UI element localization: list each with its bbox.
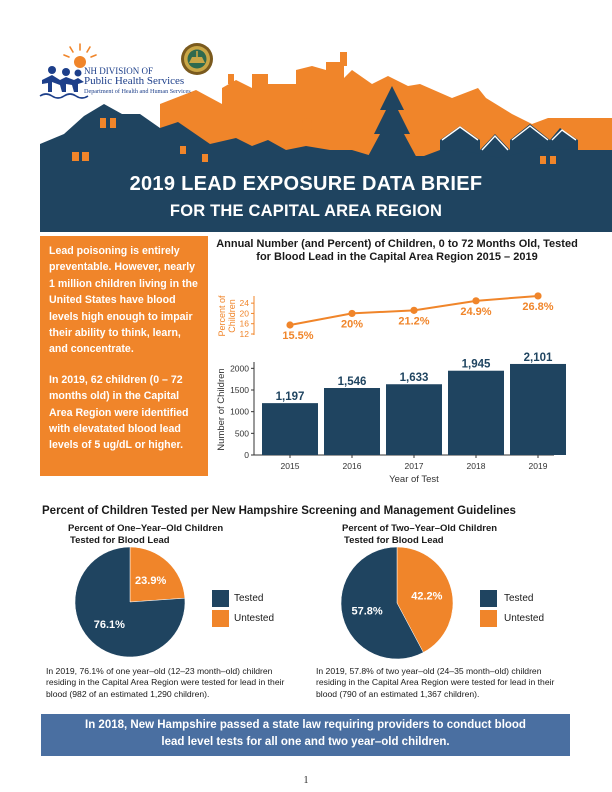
line-y-tick-label: 24 bbox=[240, 298, 250, 308]
one-year-pie-title-line-1: Percent of One–Year–Old Children bbox=[68, 523, 224, 534]
main-banner-shape bbox=[40, 104, 570, 232]
page-subtitle: FOR THE CAPITAL AREA REGION bbox=[169, 202, 443, 220]
bar bbox=[510, 363, 566, 455]
pie-slice-label: 23.9% bbox=[135, 575, 166, 587]
bar-data-label: 1,633 bbox=[400, 372, 429, 384]
org-line-2: Public Health Services bbox=[84, 75, 185, 87]
state-seal-icon bbox=[181, 43, 213, 75]
callout-paragraph-2: In 2019, 62 children (0 – 72 months old)… bbox=[49, 373, 189, 452]
one-year-caption: In 2019, 76.1% of one year–old (12–23 mo… bbox=[46, 666, 285, 699]
percent-data-label: 15.5% bbox=[282, 330, 313, 342]
line-y-axis-label-part: Percent of bbox=[217, 295, 227, 337]
bar-data-label: 1,546 bbox=[338, 376, 367, 388]
bar-y-axis-label: Number of Children bbox=[216, 368, 227, 450]
two-year-pie-chart: 42.2% 57.8% bbox=[340, 546, 454, 660]
pie-slice-label: 57.8% bbox=[352, 605, 383, 617]
one-year-legend-tested-swatch bbox=[212, 590, 229, 607]
one-year-legend-untested: Untested bbox=[234, 613, 275, 624]
callout-box: Lead poisoning is entirely preventable. … bbox=[40, 236, 208, 476]
percent-data-label: 20% bbox=[341, 318, 363, 330]
bar-data-label: 2,101 bbox=[524, 352, 553, 364]
percent-point bbox=[410, 306, 418, 314]
one-year-pie-title-line-2: Tested for Blood Lead bbox=[70, 534, 170, 546]
bar-x-tick-label: 2019 bbox=[529, 461, 548, 471]
pie-slice-tested bbox=[340, 546, 424, 660]
line-y-axis-label: Percent ofChildren bbox=[217, 295, 237, 337]
one-year-pie-chart: 23.9% 76.1% bbox=[74, 546, 186, 658]
percent-point bbox=[348, 309, 356, 318]
bar bbox=[262, 403, 318, 455]
bar-x-axis-label: Year of Test bbox=[389, 474, 439, 485]
two-year-legend-untested: Untested bbox=[504, 613, 545, 624]
pie-slice-label: 76.1% bbox=[94, 619, 125, 631]
tree-icon bbox=[366, 86, 418, 160]
one-year-legend-untested-swatch bbox=[212, 610, 229, 627]
pie-slice-untested bbox=[396, 546, 454, 653]
one-year-legend-tested: Tested bbox=[234, 593, 264, 604]
percent-data-label: 26.8% bbox=[522, 301, 553, 313]
two-year-pie-title-line-1: Percent of Two–Year–Old Children bbox=[342, 523, 498, 534]
line-y-tick-label: 20 bbox=[240, 308, 250, 318]
two-year-pie-title-line-2: Tested for Blood Lead bbox=[344, 534, 444, 546]
bar bbox=[448, 370, 504, 455]
percent-data-label: 21.2% bbox=[398, 315, 429, 327]
two-year-legend-tested-swatch bbox=[480, 590, 497, 607]
two-year-caption: In 2019, 57.8% of two year–old (24–35 mo… bbox=[316, 666, 555, 699]
bar bbox=[386, 384, 442, 455]
bar-y-tick-label: 1500 bbox=[230, 385, 249, 395]
law-banner-line-2: lead level tests for all one and two yea… bbox=[161, 735, 450, 748]
line-y-tick-label: 12 bbox=[240, 329, 250, 339]
law-banner: In 2018, New Hampshire passed a state la… bbox=[41, 714, 570, 756]
bar-y-tick-label: 1000 bbox=[230, 407, 249, 417]
bar-x-tick-label: 2016 bbox=[343, 461, 362, 471]
two-year-legend-tested: Tested bbox=[504, 593, 534, 604]
one-year-pie-title: Percent of One–Year–Old Children Tested … bbox=[68, 523, 223, 546]
bar bbox=[324, 388, 380, 455]
page-number: 1 bbox=[303, 775, 309, 786]
percent-point bbox=[286, 321, 294, 329]
bar-x-tick-label: 2018 bbox=[467, 461, 486, 471]
people-sun-logo-icon bbox=[39, 43, 97, 99]
bar-data-label: 1,945 bbox=[462, 359, 491, 371]
pie-slice-label: 42.2% bbox=[411, 591, 442, 603]
org-line-3: Department of Health and Human Services bbox=[84, 88, 191, 95]
two-year-pie-title: Percent of Two–Year–Old Children Tested … bbox=[342, 523, 497, 546]
percent-data-label: 24.9% bbox=[460, 306, 491, 318]
line-y-tick-label: 16 bbox=[240, 319, 250, 329]
bar-x-tick-label: 2017 bbox=[405, 461, 424, 471]
line-y-axis-label-part: Children bbox=[227, 299, 237, 333]
bar-y-tick-label: 0 bbox=[244, 450, 249, 460]
guidelines-section-title: Percent of Children Tested per New Hamps… bbox=[42, 505, 516, 517]
page-title: 2019 LEAD EXPOSURE DATA BRIEF bbox=[129, 173, 483, 195]
callout-paragraph-1: Lead poisoning is entirely preventable. … bbox=[49, 245, 198, 356]
law-banner-line-1: In 2018, New Hampshire passed a state la… bbox=[85, 719, 526, 731]
percent-point bbox=[534, 292, 542, 300]
pie-slice-untested bbox=[129, 546, 186, 603]
header-illustration bbox=[40, 52, 612, 232]
pie-slice-tested bbox=[74, 546, 186, 658]
org-line-1: NH DIVISION OF bbox=[84, 66, 153, 76]
bar-data-label: 1,197 bbox=[276, 391, 305, 403]
chart-title: Annual Number (and Percent) of Children,… bbox=[216, 238, 578, 264]
bar-y-tick-label: 500 bbox=[235, 428, 249, 438]
bar-y-tick-label: 2000 bbox=[230, 363, 249, 373]
bar-x-tick-label: 2015 bbox=[281, 461, 300, 471]
two-year-legend-untested-swatch bbox=[480, 610, 497, 627]
percent-point bbox=[472, 297, 480, 305]
